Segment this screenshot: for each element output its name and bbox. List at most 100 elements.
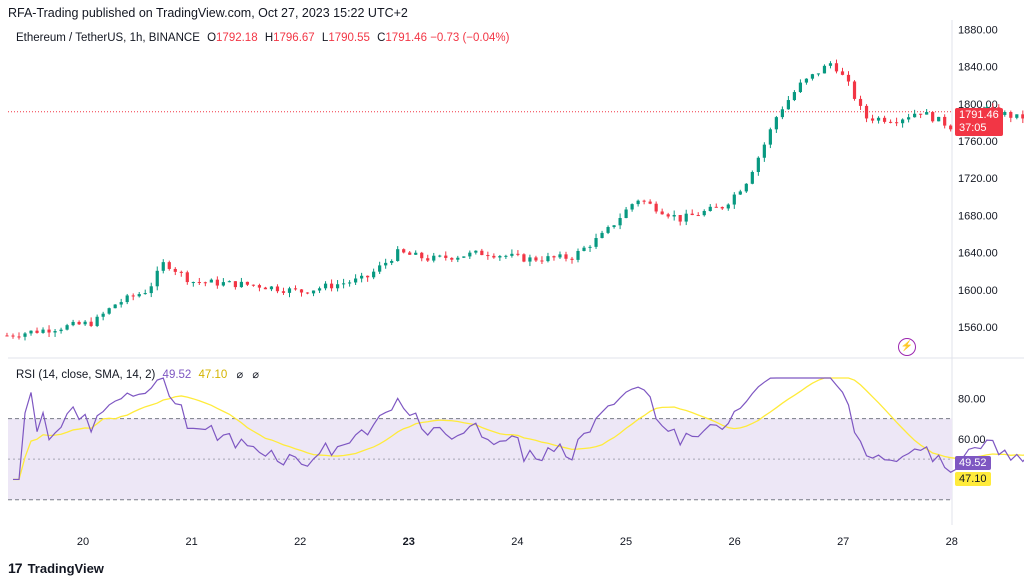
candle-body [864, 105, 869, 119]
candle-body [468, 252, 472, 257]
candle-body [888, 121, 893, 123]
candle-body [197, 282, 201, 284]
candle-body [191, 282, 195, 284]
flash-icon[interactable]: ⚡ [898, 338, 916, 356]
candle-body [149, 286, 153, 294]
candle-body [35, 330, 39, 333]
candle-body [119, 302, 123, 305]
candle-body [293, 288, 298, 290]
candle-body [354, 278, 358, 283]
date-tick-label: 24 [511, 536, 523, 548]
candle-body [612, 225, 616, 228]
low-label: L [321, 32, 329, 44]
candle-body [366, 275, 370, 278]
candle-body [546, 256, 550, 262]
date-tick-label: 20 [77, 536, 89, 548]
hide-icon[interactable]: ⌀ [236, 369, 244, 381]
candle-body [450, 257, 454, 260]
date-tick-label: 28 [946, 536, 958, 548]
date-tick-label: 22 [294, 536, 306, 548]
candle-body [203, 282, 207, 284]
hide-icon[interactable]: ⌀ [252, 369, 259, 381]
candle-body [263, 287, 268, 290]
price-tick-label: 1880.00 [958, 24, 998, 36]
candle-body [852, 81, 857, 99]
rsi-label[interactable]: RSI (14, close, SMA, 14, 2) [16, 369, 156, 381]
candle-body [684, 213, 688, 222]
candle-body [287, 288, 292, 293]
candle-body [540, 260, 544, 262]
candle-body [95, 316, 99, 326]
open-value: 1792.18 [216, 32, 258, 44]
candle-body [768, 129, 772, 145]
date-tick-label: 23 [403, 536, 415, 548]
date-tick-label: 27 [837, 536, 849, 548]
rsi-sma-line [12, 377, 1024, 481]
price-tick-label: 1560.00 [958, 322, 998, 334]
candle-body [209, 279, 213, 283]
candle-body [11, 335, 15, 337]
candle-body [396, 249, 400, 261]
candle-body [858, 98, 863, 106]
candle-body [882, 117, 887, 122]
candle-body [931, 112, 935, 122]
candle-body [822, 65, 827, 74]
candle-body [666, 214, 670, 217]
candle-body [534, 257, 538, 261]
symbol-label[interactable]: Ethereum / TetherUS, 1h, BINANCE [16, 32, 200, 44]
date-tick-label: 26 [728, 536, 740, 548]
candle-body [185, 272, 189, 283]
candle-body [762, 144, 766, 158]
candle-body [1021, 114, 1024, 119]
candle-body [660, 211, 664, 215]
candle-body [552, 256, 556, 258]
candle-body [937, 116, 941, 122]
price-tick-label: 1760.00 [958, 136, 998, 148]
price-tick-label: 1840.00 [958, 62, 998, 74]
candle-body [492, 255, 496, 258]
candle-body [71, 321, 75, 326]
date-tick-label: 21 [185, 536, 197, 548]
candle-body [59, 329, 63, 332]
candle-body [648, 201, 652, 204]
candle-body [840, 71, 845, 75]
candle-body [498, 256, 502, 258]
last-price-value: 1791.46 [959, 109, 999, 121]
price-tick-label: 1720.00 [958, 173, 998, 185]
candle-body [630, 204, 634, 210]
change-value: −0.73 (−0.04%) [430, 32, 510, 44]
candle-body [41, 329, 45, 333]
candle-body [131, 295, 135, 297]
candle-body [486, 255, 490, 257]
candle-body [816, 73, 821, 75]
candle-body [1009, 112, 1013, 118]
candle-body [101, 313, 105, 317]
candle-body [305, 292, 310, 294]
price-tick-label: 1640.00 [958, 248, 998, 260]
candle-body [384, 262, 388, 266]
candle-body [901, 119, 905, 124]
candle-body [408, 252, 412, 255]
candle-body [510, 253, 514, 256]
candle-body [173, 268, 177, 272]
rsi-sma-legend-value: 47.10 [198, 369, 228, 381]
candle-body [335, 284, 340, 289]
candle-body [756, 157, 760, 172]
candle-body [780, 109, 784, 118]
candle-body [642, 200, 646, 202]
date-tick-label: 25 [620, 536, 632, 548]
candle-body [894, 122, 899, 124]
candle-body [708, 206, 712, 211]
candle-body [323, 283, 328, 289]
candle-body [317, 288, 322, 291]
candle-body [233, 281, 237, 288]
candle-body [672, 214, 676, 217]
candle-body [444, 255, 448, 258]
candle-body [269, 286, 274, 290]
candle-body [919, 113, 923, 115]
candle-body [107, 308, 111, 314]
candle-body [600, 232, 604, 239]
candle-body [89, 321, 93, 326]
candle-body [991, 107, 995, 109]
